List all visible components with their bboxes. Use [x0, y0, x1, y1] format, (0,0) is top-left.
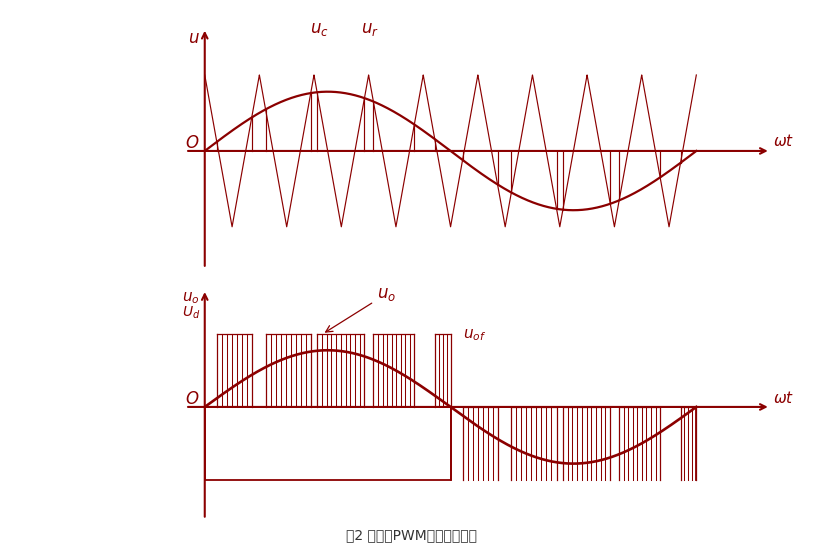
Text: $u$: $u$ — [188, 29, 200, 47]
Text: $O$: $O$ — [185, 134, 199, 152]
Text: $u_c$: $u_c$ — [311, 20, 329, 38]
Text: $u_o$: $u_o$ — [182, 290, 200, 306]
Text: $\omega t$: $\omega t$ — [773, 134, 794, 149]
Text: $\omega t$: $\omega t$ — [773, 390, 794, 405]
Text: $u_o$: $u_o$ — [325, 285, 396, 332]
Text: $u_r$: $u_r$ — [361, 20, 379, 38]
Text: $u_{of}$: $u_{of}$ — [463, 327, 486, 343]
Text: $U_d$: $U_d$ — [181, 305, 200, 321]
Text: $O$: $O$ — [185, 390, 199, 408]
Text: 图2 单极性PWM控制方式原理: 图2 单极性PWM控制方式原理 — [347, 528, 477, 542]
